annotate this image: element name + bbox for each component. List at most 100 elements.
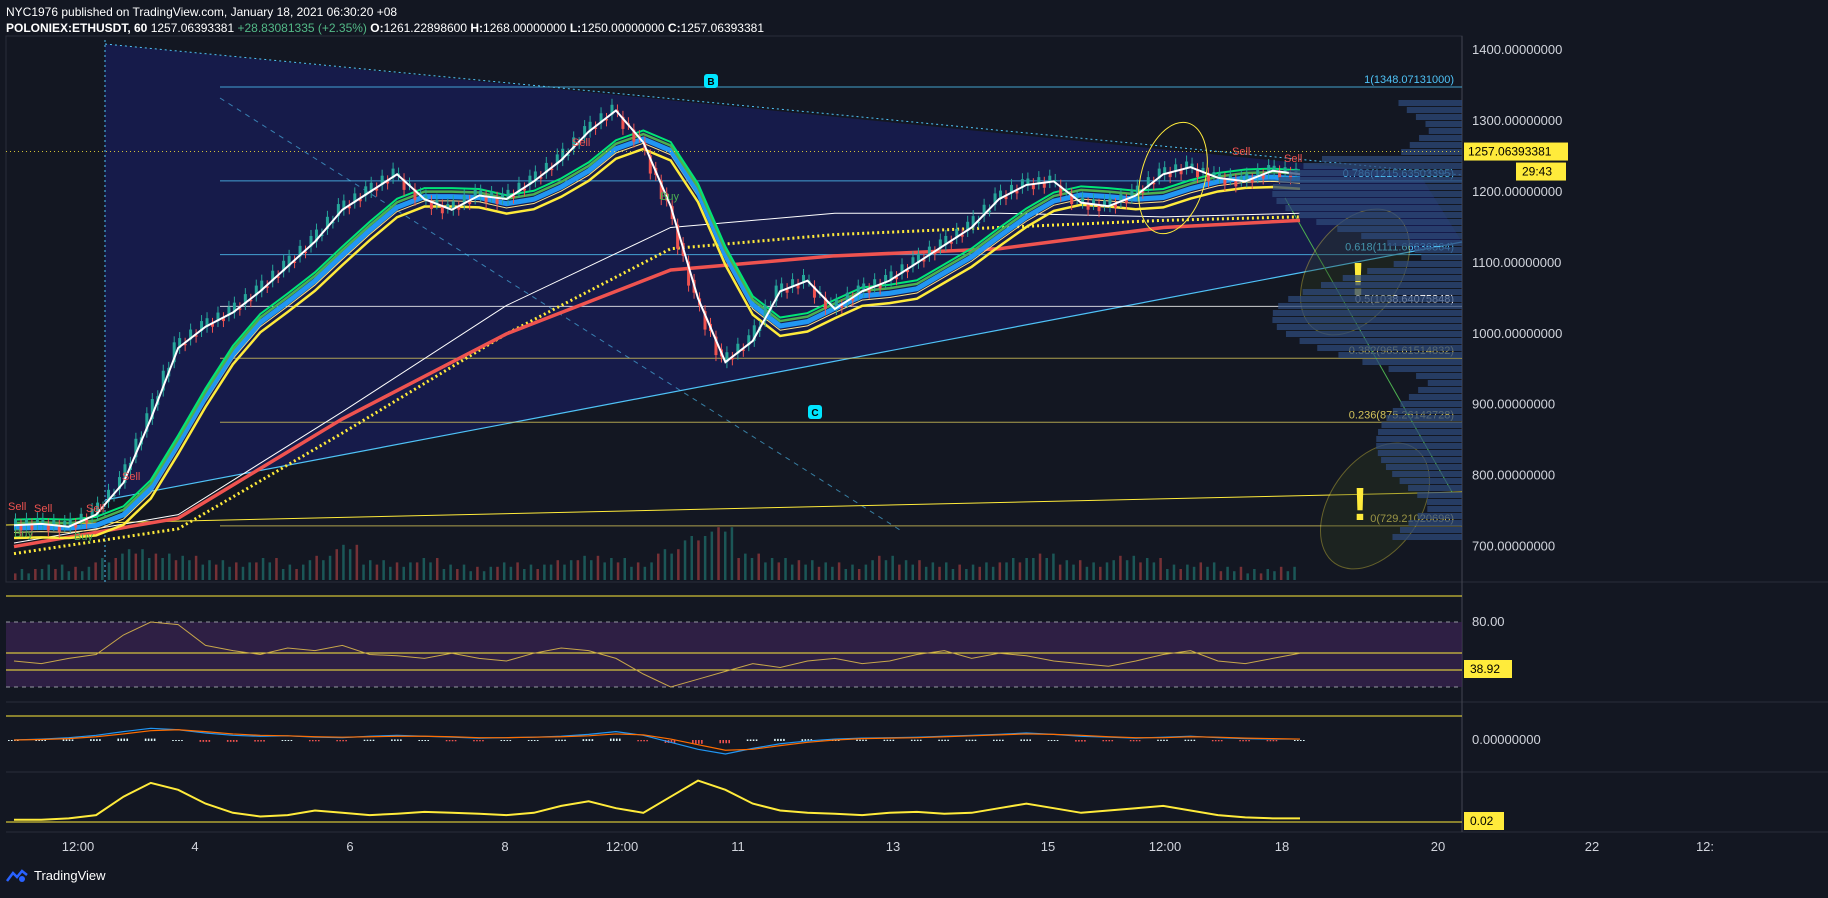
price-axis-tick: 1200.00000000 [1472,184,1562,199]
rsi-value-tag-text: 38.92 [1470,662,1500,676]
volume-profile-bar [1399,527,1462,533]
candle-body [369,182,373,192]
candle-body [1037,177,1041,184]
open-value: 1261.22898600 [383,21,468,35]
candle-body [1141,191,1145,193]
candle-body [539,177,543,179]
macd-histogram-bar [643,740,645,742]
pivot-c-label: C [811,408,818,419]
volume-profile-bar [1302,289,1462,295]
macd-histogram-bar [856,739,858,741]
volume-bar [161,558,164,580]
candle-body [1092,199,1096,205]
volume-profile-bar [1419,135,1462,141]
macd-histogram-bar [916,739,919,741]
volume-bar [87,566,91,580]
macd-histogram-bar [993,739,995,741]
candle-body [123,464,127,483]
price-axis-tick: 700.00000000 [1472,539,1555,554]
volume-bar [978,566,981,580]
candle-body [763,305,767,322]
macd-histogram-bar [123,738,126,741]
volume-profile-bar [1285,205,1462,211]
volume-bar [355,544,359,580]
macd-histogram-bar [865,739,867,741]
volume-bar [811,560,814,580]
volume-profile-bar [1316,219,1462,225]
macd-histogram-bar [561,739,563,741]
candle-body [517,182,521,192]
macd-histogram-bar [1294,740,1296,741]
macd-histogram-bar [612,738,615,741]
volume-bar [1259,573,1263,580]
open-label: O: [370,21,384,35]
candle-body [304,251,308,254]
candle-body [1086,203,1090,210]
volume-bar [101,558,104,580]
volume-bar [40,569,44,580]
candle-body [1223,178,1227,185]
volume-profile-bar [1276,198,1462,204]
volume-bar [67,571,71,580]
volume-bar [677,549,680,580]
tradingview-brand: TradingView [34,868,106,883]
volume-bar [1119,555,1122,580]
macd-histogram-bar [618,738,621,741]
candle-body [736,343,740,354]
macd-histogram-bar [1053,740,1056,741]
candle-body [484,196,488,203]
volume-bar [1186,564,1189,580]
chart-header: NYC1976 published on TradingView.com, Ja… [6,4,764,36]
volume-profile-bar [1426,499,1462,505]
candle-body [331,221,335,224]
volume-bar [1219,571,1223,580]
macd-histogram-bar [226,740,229,742]
volume-bar [20,569,24,580]
macd-histogram-bar [363,739,366,741]
candle-body [238,308,242,310]
volume-bar [536,569,539,580]
candle-body [293,261,297,263]
volume-bar [1058,564,1062,580]
volume-profile-bar [1392,408,1462,414]
sell-signal-label: Sell [34,503,52,515]
macd-histogram-bar [509,740,512,741]
volume-bar [168,553,171,580]
volume-bar [998,562,1002,580]
volume-bar [34,569,37,580]
candle-body [577,143,581,145]
volume-bar [1253,569,1256,580]
volume-profile-bar [1385,464,1462,470]
candle-body [741,349,745,351]
volume-bar [442,569,446,580]
candle-body [834,299,838,309]
volume-bar [409,562,412,580]
volume-bar [1286,571,1290,580]
macd-histogram-bar [1193,739,1196,741]
yellow-trendline [5,491,1463,526]
footer: TradingView [6,868,106,883]
volume-bar [844,569,848,580]
candle-body [895,277,899,280]
volume-bar [730,527,734,580]
volume-bar [415,562,419,580]
macd-histogram-bar [1269,740,1272,742]
volume-bar [449,564,452,580]
volume-bar [214,564,218,580]
candle-body [1272,165,1276,171]
macd-histogram-bar [670,740,673,743]
candle-body [588,121,592,132]
ma-white-line [13,212,1301,544]
macd-histogram-bar [90,739,92,741]
volume-bar [891,555,894,580]
candle-body [314,229,318,242]
volume-bar [750,558,754,580]
macd-histogram-bar [588,739,591,741]
volume-bar [389,566,392,580]
tradingview-logo-icon [6,868,28,882]
candle-body [216,312,220,322]
candle-body [112,494,116,497]
macd-histogram-bar [473,740,475,742]
macd-histogram-bar [1138,740,1141,742]
